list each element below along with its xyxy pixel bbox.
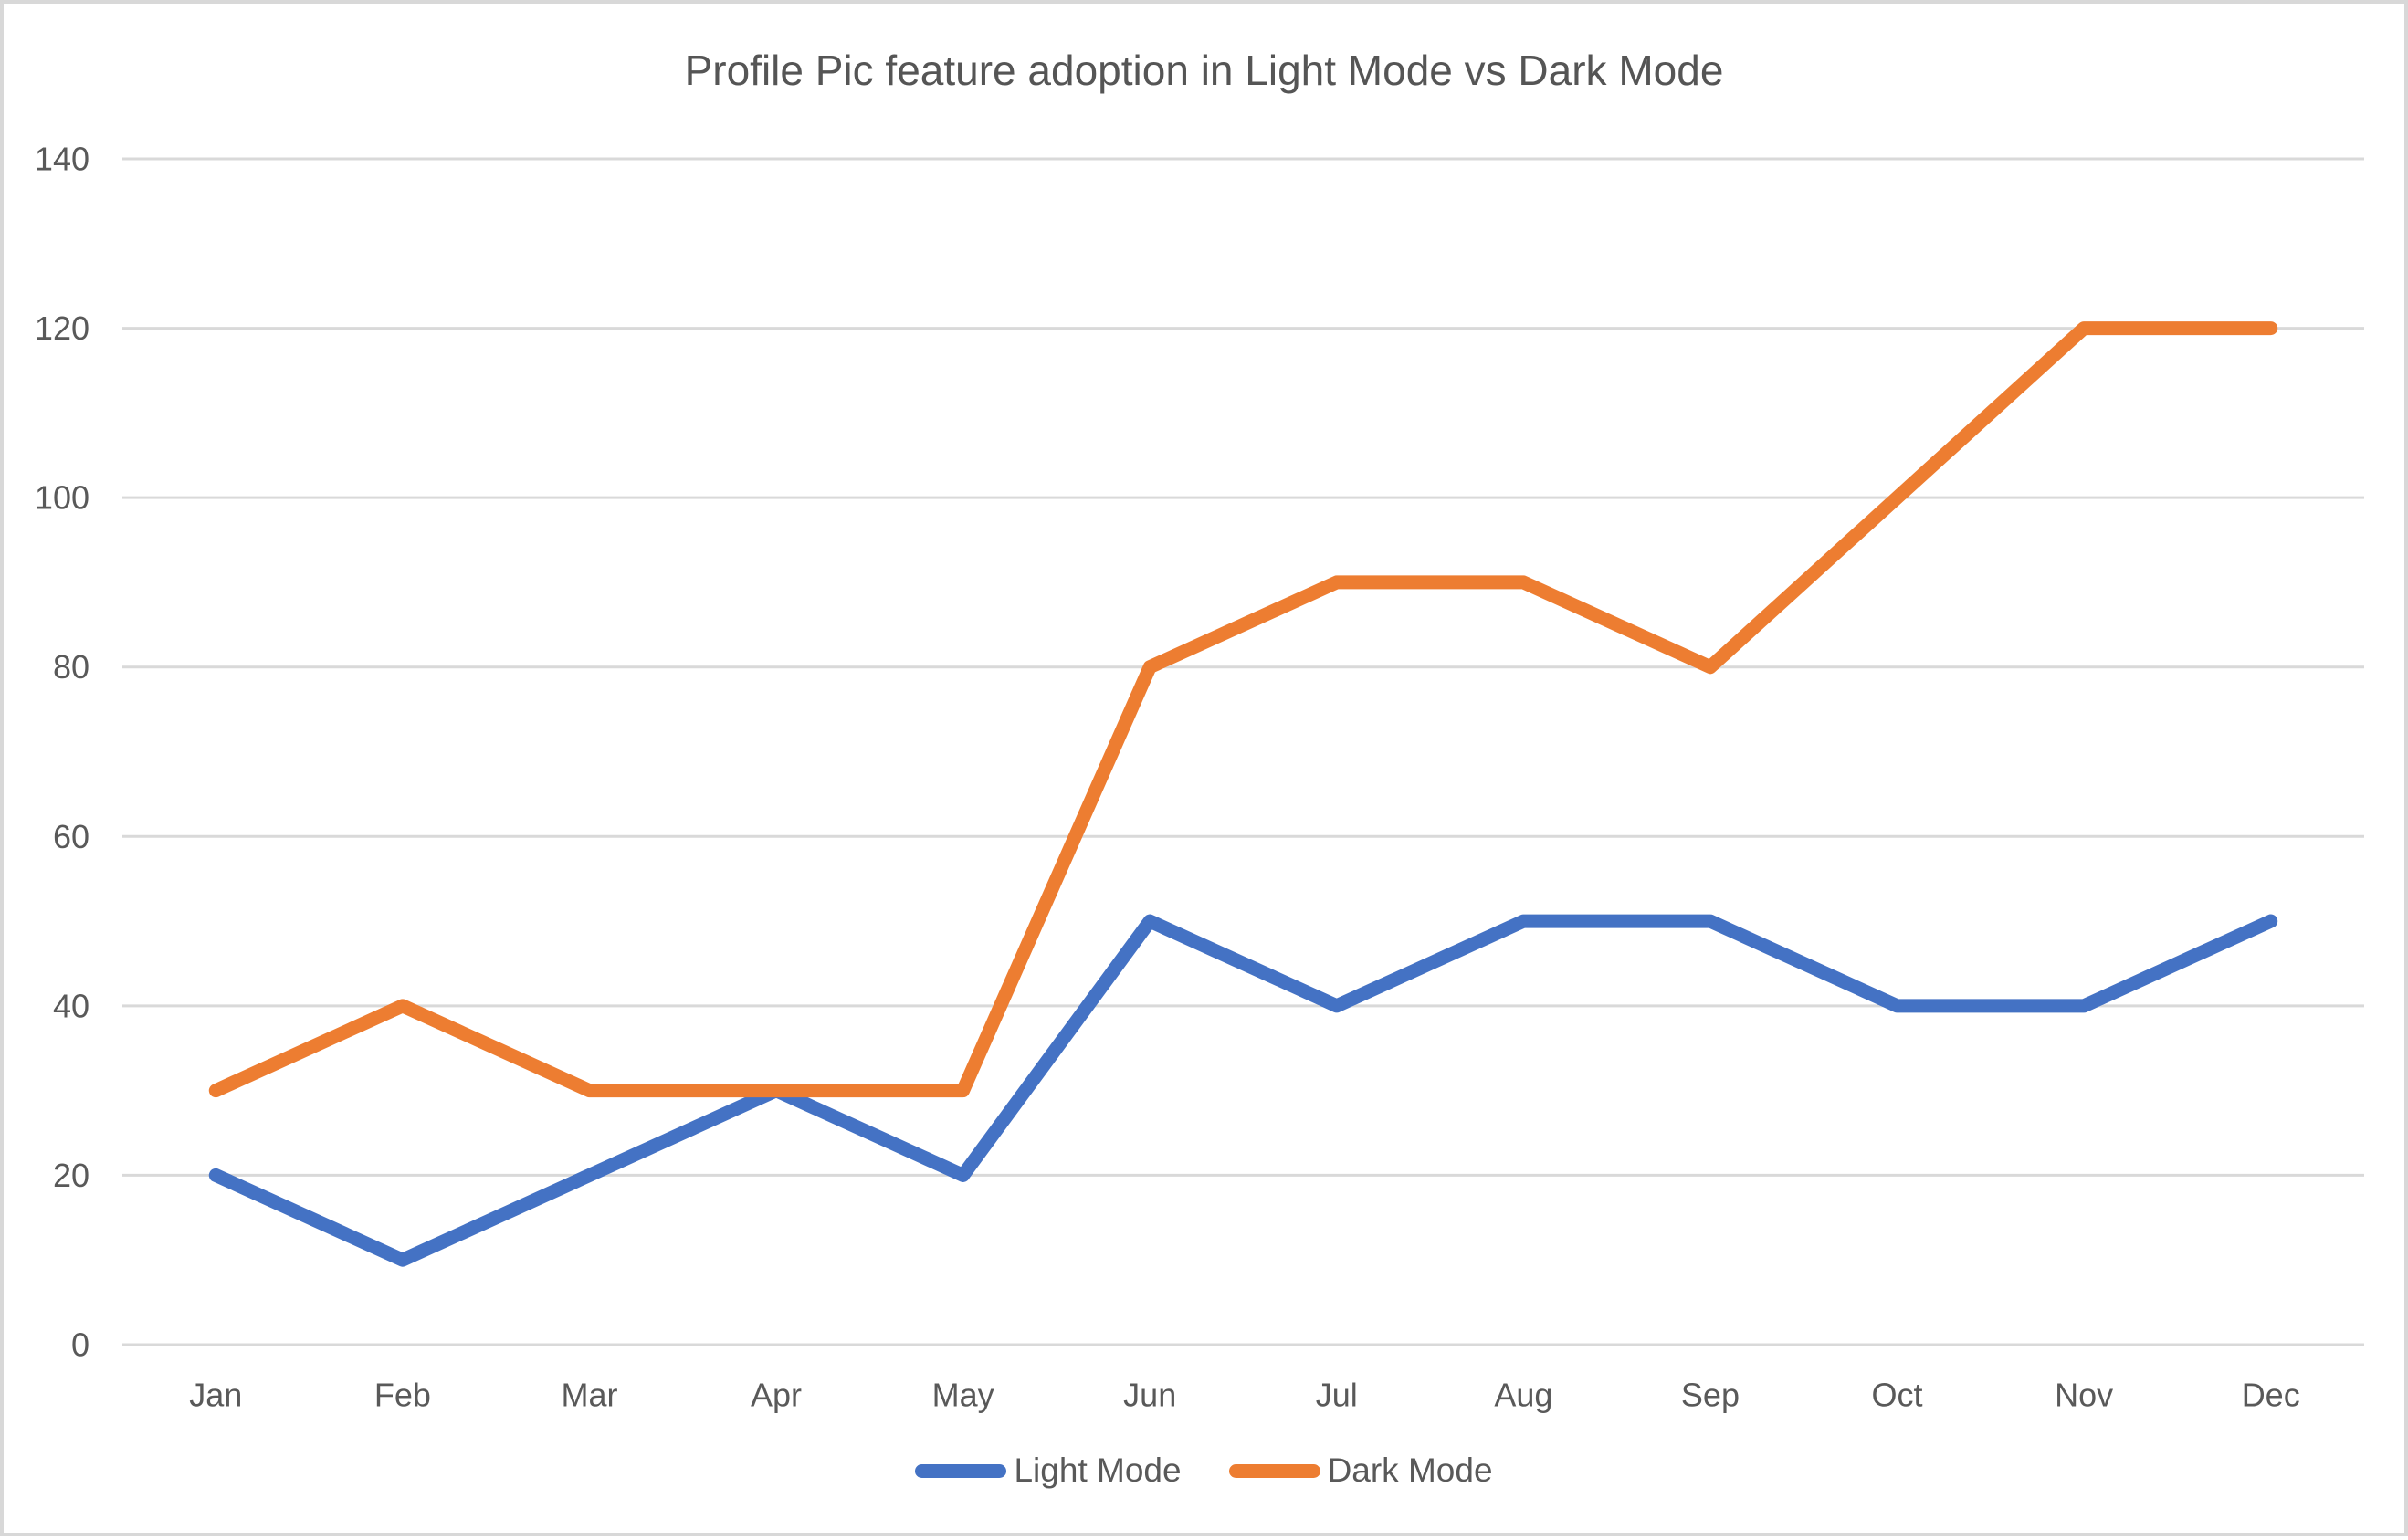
legend-item-light-mode: Light Mode (915, 1451, 1182, 1490)
legend: Light Mode Dark Mode (4, 1451, 2404, 1490)
legend-label-dark-mode: Dark Mode (1327, 1451, 1493, 1489)
legend-label-light-mode: Light Mode (1014, 1451, 1182, 1489)
legend-swatch-light-mode (915, 1463, 1007, 1478)
y-tick-label: 80 (53, 648, 89, 686)
x-tick-label: May (932, 1377, 994, 1414)
x-tick-label: Jun (1123, 1377, 1176, 1414)
legend-item-dark-mode: Dark Mode (1228, 1451, 1493, 1490)
series-line-light-mode (208, 914, 2278, 1267)
y-tick-label: 0 (71, 1326, 89, 1364)
x-tick-label: Aug (1494, 1377, 1552, 1414)
x-tick-label: Mar (561, 1377, 617, 1414)
x-tick-label: Feb (374, 1377, 431, 1414)
x-tick-label: Jul (1316, 1377, 1358, 1414)
x-tick-label: Nov (2055, 1377, 2113, 1414)
plot-area: 0 20 40 60 80 100 120 140 Jan Feb Mar Apr May Jun Jul A… (35, 141, 2364, 1414)
y-tick-label: 140 (35, 141, 89, 178)
y-tick-label: 100 (35, 479, 89, 517)
y-tick-label: 120 (35, 309, 89, 347)
y-tick-label: 60 (53, 818, 89, 855)
y-tick-label: 20 (53, 1157, 89, 1194)
x-tick-label: Dec (2242, 1377, 2300, 1414)
x-tick-label: Apr (751, 1377, 802, 1414)
x-tick-label: Sep (1681, 1377, 1740, 1414)
y-tick-label: 40 (53, 987, 89, 1024)
x-tick-label: Oct (1872, 1377, 1923, 1414)
x-tick-label: Jan (189, 1377, 242, 1414)
legend-swatch-dark-mode (1228, 1463, 1320, 1478)
series-line-dark-mode (208, 321, 2278, 1098)
chart-title: Profile Pic feature adoption in Light Mo… (684, 47, 1724, 94)
